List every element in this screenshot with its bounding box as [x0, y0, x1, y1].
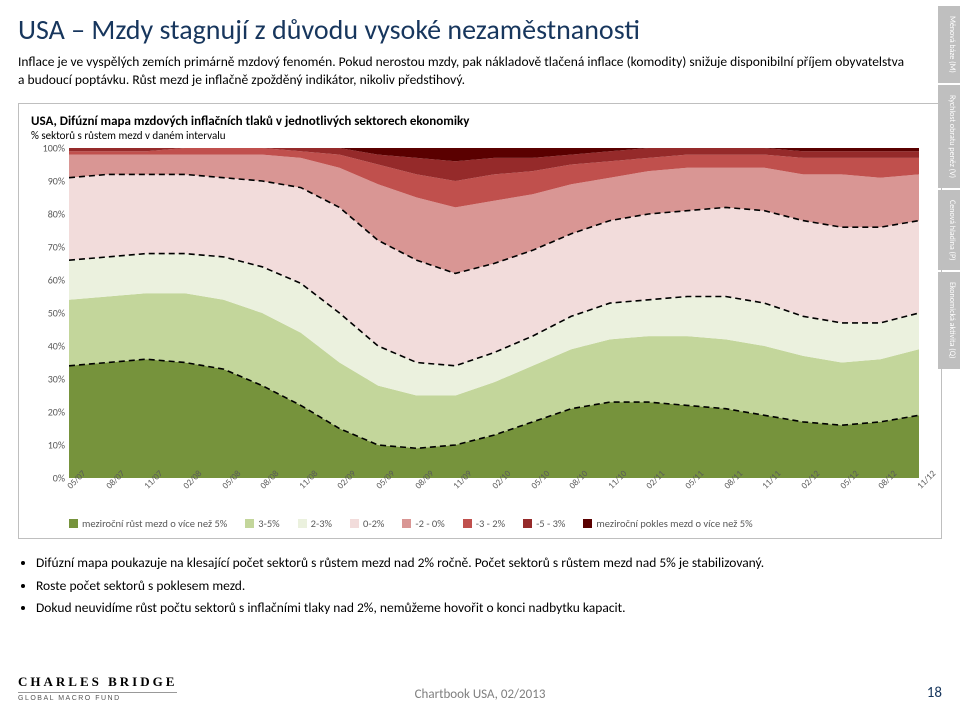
x-tick: 08/11 [722, 484, 730, 492]
legend-item: -2 - 0% [402, 517, 444, 530]
y-tick: 50% [48, 307, 65, 320]
x-tick: 02/10 [490, 484, 498, 492]
x-tick: 05/09 [374, 484, 382, 492]
legend-item: 0-2% [350, 517, 384, 530]
y-tick: 30% [48, 373, 65, 386]
x-tick: 11/11 [760, 484, 768, 492]
legend-label: -2 - 0% [415, 517, 444, 530]
legend-swatch [69, 519, 78, 528]
x-tick: 11/12 [915, 484, 923, 492]
x-tick: 11/10 [606, 484, 614, 492]
legend-swatch [298, 519, 307, 528]
x-tick: 11/09 [451, 484, 459, 492]
side-tab: Měnová báze (M) [938, 6, 960, 83]
side-tabs: Měnová báze (M) Rychlost obratu peněz (V… [938, 6, 960, 371]
legend-label: meziroční růst mezd o více než 5% [82, 517, 227, 530]
y-tick: 20% [48, 406, 65, 419]
legend-item: 3-5% [245, 517, 279, 530]
x-tick: 08/07 [104, 484, 112, 492]
x-axis: 05/0708/0711/0702/0805/0808/0811/0802/09… [69, 482, 919, 493]
y-tick: 40% [48, 340, 65, 353]
x-tick: 05/07 [65, 484, 73, 492]
legend-label: 2-3% [311, 517, 332, 530]
bullet-item: Dokud neuvidíme růst počtu sektorů s inf… [36, 598, 942, 618]
chart-legend: meziroční růst mezd o více než 5% 3-5% 2-3… [69, 517, 929, 530]
y-axis: 0%10%20%30%40%50%60%70%80%90%100% [31, 148, 69, 478]
side-tab: Rychlost obratu peněz (V) [938, 85, 960, 188]
x-tick: 02/12 [799, 484, 807, 492]
x-tick: 08/09 [413, 484, 421, 492]
legend-swatch [350, 519, 359, 528]
side-tab: Cenová hladina (P) [938, 190, 960, 271]
legend-label: 0-2% [363, 517, 384, 530]
logo-main: CHARLES BRIDGE [18, 674, 177, 690]
bullet-item: Roste počet sektorů s poklesem mezd. [36, 576, 942, 596]
chart-plot [69, 148, 919, 478]
x-tick: 08/08 [258, 484, 266, 492]
x-tick: 02/08 [181, 484, 189, 492]
y-tick: 90% [48, 175, 65, 188]
page-title: USA – Mzdy stagnují z důvodu vysoké neza… [18, 12, 942, 47]
legend-label: meziroční pokles mezd o více než 5% [596, 517, 752, 530]
y-tick: 60% [48, 274, 65, 287]
x-tick: 11/07 [142, 484, 150, 492]
y-tick: 10% [48, 439, 65, 452]
legend-item: -5 - 3% [523, 517, 565, 530]
page-number: 18 [927, 684, 942, 702]
legend-item: meziroční pokles mezd o více než 5% [583, 517, 752, 530]
bullet-list: Difúzní mapa poukazuje na klesající poče… [36, 553, 942, 618]
x-tick: 05/10 [529, 484, 537, 492]
chart-title: USA, Difúzní mapa mzdových inflačních tl… [31, 114, 929, 129]
y-tick: 80% [48, 208, 65, 221]
legend-item: -3 - 2% [463, 517, 505, 530]
footer-center-text: Chartbook USA, 02/2013 [415, 687, 546, 702]
x-tick: 05/12 [838, 484, 846, 492]
legend-swatch [402, 519, 411, 528]
legend-swatch [523, 519, 532, 528]
x-tick: 08/12 [876, 484, 884, 492]
y-tick: 100% [43, 142, 65, 155]
bullet-item: Difúzní mapa poukazuje na klesající poče… [36, 553, 942, 573]
x-tick: 11/08 [297, 484, 305, 492]
legend-label: -5 - 3% [536, 517, 565, 530]
x-tick: 05/11 [683, 484, 691, 492]
y-tick: 0% [53, 472, 65, 485]
legend-label: 3-5% [258, 517, 279, 530]
x-tick: 02/11 [644, 484, 652, 492]
side-tab: Ekonomická aktivita (Q) [938, 272, 960, 369]
legend-item: meziroční růst mezd o více než 5% [69, 517, 227, 530]
legend-item: 2-3% [298, 517, 332, 530]
legend-swatch [583, 519, 592, 528]
chart-container: USA, Difúzní mapa mzdových inflačních tl… [18, 103, 942, 539]
x-tick: 05/08 [220, 484, 228, 492]
logo-sub: GLOBAL MACRO FUND [18, 692, 177, 702]
legend-swatch [245, 519, 254, 528]
x-tick: 08/10 [567, 484, 575, 492]
x-tick: 02/09 [335, 484, 343, 492]
legend-swatch [463, 519, 472, 528]
y-tick: 70% [48, 241, 65, 254]
footer-logo: CHARLES BRIDGE GLOBAL MACRO FUND [18, 674, 177, 702]
legend-label: -3 - 2% [476, 517, 505, 530]
intro-text: Inflace je ve vyspělých zemích primárně … [18, 53, 908, 89]
chart-subtitle: % sektorů s růstem mezd v daném interval… [31, 129, 929, 142]
footer: CHARLES BRIDGE GLOBAL MACRO FUND Chartbo… [18, 674, 942, 702]
